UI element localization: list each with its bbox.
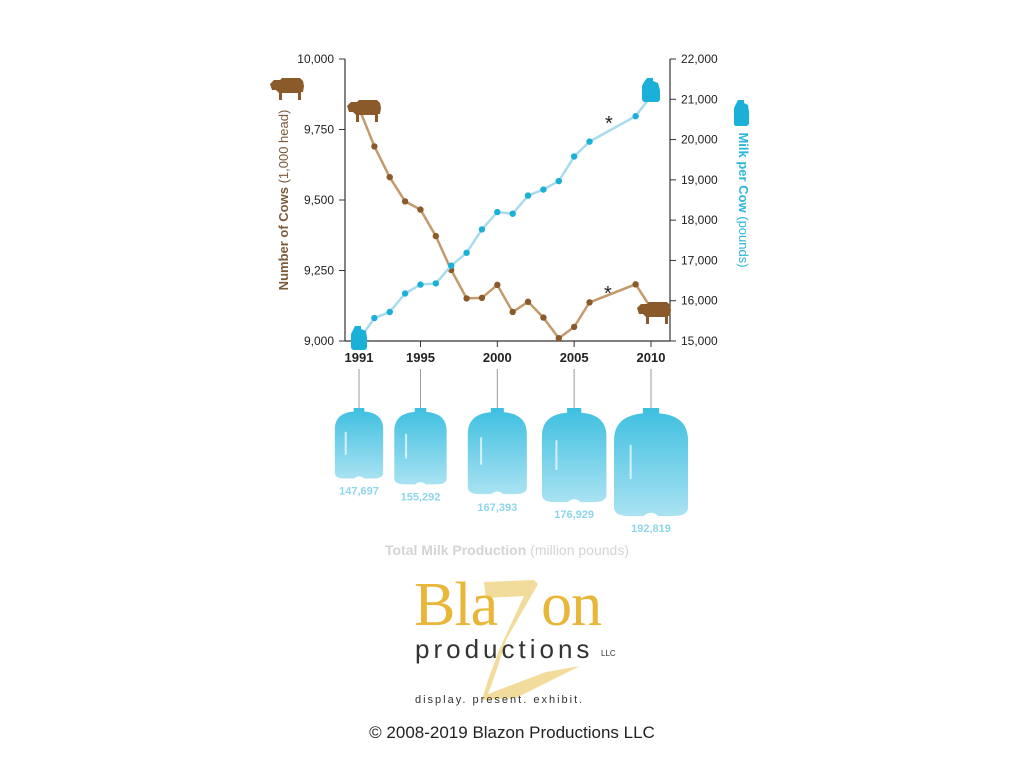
milk-data-point [386,308,393,316]
right-tick-label: 15,000 [681,334,718,348]
x-tick-label: 1995 [406,350,435,365]
milk-data-point [401,290,409,297]
milk-data-point [371,314,378,322]
copyright-text: © 2008-2019 Blazon Productions LLC [369,723,655,742]
cows-data-point [586,299,593,306]
total-production-value: 147,697 [339,485,379,497]
cows-data-point [555,334,562,342]
logo-productions: productions [415,634,594,664]
cows-series-line [357,107,653,340]
total-production-title: Total Milk Production (million pounds) [385,542,629,558]
total-production-value: 167,393 [477,502,517,514]
x-tick-label: 2005 [560,350,589,365]
milk-data-point [570,153,578,160]
milk-data-point [448,262,455,269]
left-tick-label: 9,500 [304,193,334,207]
right-tick-label: 22,000 [681,52,718,66]
gallon-jug-icon [334,408,384,479]
milk-data-point [494,208,501,216]
annotation-asterisk-cows: * [604,283,612,305]
left-tick-label: 9,750 [304,123,334,137]
right-tick-labels: 15,000 16,000 17,000 18,000 19,000 20,000 21,0… [670,52,718,348]
left-axis-title: Number of Cows (1,000 head) [276,110,291,291]
left-tick-label: 9,250 [304,264,334,278]
gallon-jug-icon [541,408,607,503]
left-tick-label: 10,000 [297,52,334,66]
gallon-jug-icon [614,408,688,516]
cows-data-point [463,295,470,302]
x-tick-labels: 1991 1995 2000 2005 2010 [345,341,666,365]
cows-data-point [401,198,409,205]
cow-icon [270,78,304,100]
right-tick-label: 16,000 [681,294,718,308]
right-tick-label: 17,000 [681,253,718,267]
x-tick-label: 2000 [483,350,512,365]
left-tick-labels: 9,000 9,250 9,500 9,750 10,000 [297,52,345,348]
cows-data-point [524,298,532,306]
milk-data-point [478,226,486,233]
cows-data-point [494,281,501,289]
milk-data-point [509,210,516,217]
cows-data-point [570,323,578,331]
cows-data-point [509,308,516,316]
total-production-gallons: 147,697 155,292 167,393 176,929 192,819 [334,369,688,535]
gallon-jug-icon [467,408,527,495]
milk-jug-icon [734,100,749,126]
milk-data-point [540,186,547,193]
milk-data-point [586,138,593,145]
logo-tagline: display. present. exhibit. [415,694,585,706]
cow-icon [637,302,671,324]
total-production-value: 155,292 [401,491,441,503]
milk-data-point [524,192,532,199]
logo-z-swoosh [482,580,580,700]
annotation-asterisk-milk: * [605,113,613,135]
milk-data-point [432,280,440,287]
left-tick-label: 9,000 [304,334,334,348]
right-tick-label: 21,000 [681,92,718,106]
milk-series-line [357,95,652,341]
total-production-value: 192,819 [631,523,671,535]
right-axis-title: Milk per Cow (pounds) [736,132,751,267]
right-tick-label: 20,000 [681,133,718,147]
cow-icon [347,100,381,122]
logo-name: Bla on [414,571,602,639]
cows-data-point [386,173,393,181]
logo-llc: LLC [601,649,616,658]
milk-data-point [555,177,562,185]
cows-data-point [371,143,378,150]
total-production-value: 176,929 [554,509,594,521]
milk-data-point [463,249,470,256]
cows-data-point [540,314,547,321]
gallon-jug-icon [394,408,447,485]
milk-data-point [632,113,639,120]
cows-data-point [432,232,440,240]
x-tick-label: 1991 [345,350,374,365]
milk-data-point [417,281,424,288]
cows-data-point [478,294,486,302]
cows-data-point [417,206,424,213]
milk-jug-icon [642,78,660,102]
x-tick-label: 2010 [637,350,666,365]
right-tick-label: 18,000 [681,213,718,227]
blazon-logo: Bla on productions LLC display. present. … [400,568,640,718]
right-tick-label: 19,000 [681,173,718,187]
cows-data-point [632,281,639,288]
milk-jug-icon [351,326,367,350]
